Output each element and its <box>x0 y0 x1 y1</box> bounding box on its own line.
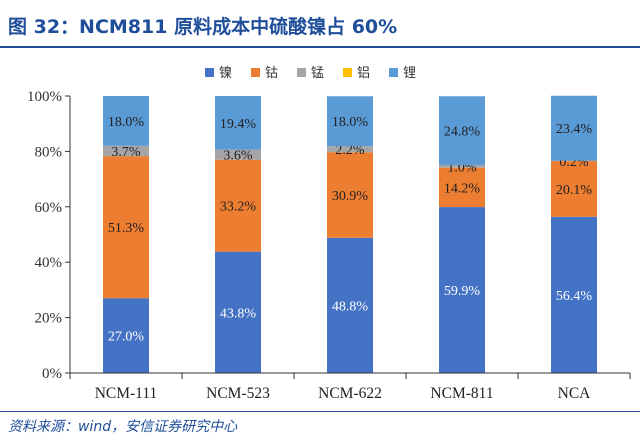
bar-segment <box>215 96 261 150</box>
source-divider <box>0 411 640 412</box>
data-label: 48.8% <box>332 299 369 314</box>
legend-swatch <box>205 68 214 77</box>
data-label: 33.2% <box>220 200 257 215</box>
bars: 27.0% 51.3% 3.7% 18.0% 43.8% 33.2% 3.6% 19.4% 48… <box>103 95 597 373</box>
chart-title: 图 32：NCM811 原料成本中硫酸镍占 60% <box>8 16 398 38</box>
legend-label: 铝 <box>357 66 370 81</box>
data-label: 56.4% <box>556 289 593 304</box>
bar-segment <box>439 167 485 208</box>
bar-segment <box>327 96 373 147</box>
legend-label: 镍 <box>219 66 232 81</box>
bar-segment <box>215 149 261 160</box>
legend-swatch <box>343 68 352 77</box>
y-tick-label: 80% <box>35 144 63 160</box>
data-label: 43.8% <box>220 306 257 321</box>
bar-segment <box>327 152 373 238</box>
bar-segment <box>439 207 485 373</box>
legend: 镍钴锰铝锂 <box>205 66 416 81</box>
data-label: 51.3% <box>108 221 145 236</box>
y-tick-label: 0% <box>42 366 62 382</box>
bar-segment <box>103 96 149 146</box>
category-label: NCM-622 <box>318 385 382 402</box>
stacked-bar-chart: 镍 钴 锰 铝 锂 0% 20% 40% 60% 80% 100% 27.0% 51.3% 3.7% 1… <box>27 66 631 402</box>
y-axis: 0% 20% 40% 60% 80% 100% <box>27 89 71 382</box>
category-label: NCM-111 <box>95 385 158 402</box>
bar-segment <box>103 156 149 299</box>
legend-swatch <box>251 68 260 77</box>
x-axis: NCM-111 NCM-523 NCM-622 NCM-811 NCA <box>69 372 631 402</box>
data-label: 2.2% <box>335 143 365 158</box>
legend-swatch <box>297 68 306 77</box>
bar-segment <box>551 160 597 162</box>
data-label: 20.1% <box>556 183 593 198</box>
data-label: 3.7% <box>111 145 141 160</box>
bar-segment <box>103 298 149 373</box>
bar-segment <box>327 146 373 153</box>
title-divider <box>0 46 640 48</box>
legend-label: 锂 <box>403 66 416 81</box>
bar-segment <box>103 145 149 157</box>
data-label: 27.0% <box>108 330 145 345</box>
bar-segment <box>439 96 485 165</box>
bar-segment <box>439 164 485 168</box>
category-label: NCA <box>558 385 592 402</box>
data-label: 30.9% <box>332 189 369 204</box>
bar-segment <box>215 251 261 373</box>
data-label: 3.6% <box>223 149 253 164</box>
data-label: 23.4% <box>556 122 593 137</box>
category-label: NCM-811 <box>430 385 493 402</box>
data-label: 19.4% <box>220 117 257 132</box>
data-label: 18.0% <box>108 115 145 130</box>
data-label: 59.9% <box>444 284 481 299</box>
data-label: 24.8% <box>444 125 481 140</box>
category-label: NCM-523 <box>206 385 270 402</box>
y-tick-label: 100% <box>27 89 62 105</box>
y-tick-label: 20% <box>35 311 63 327</box>
bar-segment <box>551 161 597 217</box>
legend-swatch <box>389 68 398 77</box>
legend-label: 钴 <box>265 66 278 81</box>
bar-segment <box>215 159 261 252</box>
y-tick-label: 60% <box>35 200 63 216</box>
data-label: 14.2% <box>444 181 481 196</box>
legend-label: 锰 <box>311 66 324 81</box>
y-tick-label: 40% <box>35 255 63 271</box>
bar-segment <box>551 95 597 161</box>
bar-segment <box>551 216 597 373</box>
source-note: 资料来源：wind，安信证券研究中心 <box>8 419 238 435</box>
bar-segment <box>327 237 373 373</box>
data-label: 18.0% <box>332 115 369 130</box>
